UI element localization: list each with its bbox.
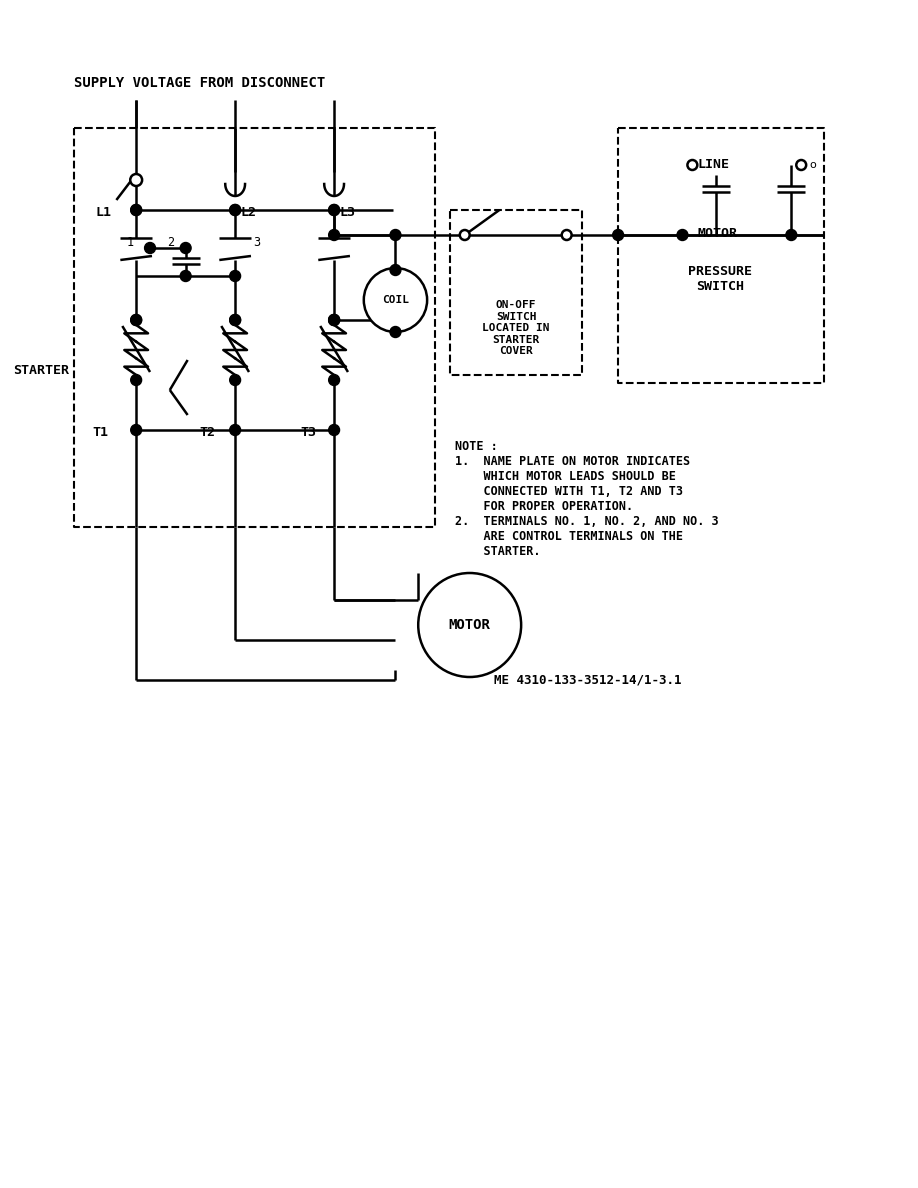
Circle shape [230, 424, 241, 436]
Circle shape [329, 229, 340, 240]
Circle shape [145, 242, 155, 253]
Text: PRESSURE
SWITCH: PRESSURE SWITCH [688, 265, 752, 293]
Circle shape [329, 424, 340, 436]
Text: ME 4310-133-3512-14/1-3.1: ME 4310-133-3512-14/1-3.1 [495, 674, 682, 687]
Circle shape [364, 268, 427, 331]
Circle shape [230, 315, 241, 326]
Text: ON-OFF
SWITCH
LOCATED IN
STARTER
COVER: ON-OFF SWITCH LOCATED IN STARTER COVER [483, 301, 550, 356]
Circle shape [786, 229, 797, 240]
Circle shape [460, 230, 470, 240]
Circle shape [130, 374, 141, 385]
Circle shape [180, 242, 191, 253]
Text: 3: 3 [253, 235, 261, 248]
Text: T3: T3 [300, 425, 317, 438]
Circle shape [130, 173, 142, 187]
Text: 2: 2 [167, 235, 174, 248]
Circle shape [230, 271, 241, 282]
Circle shape [230, 204, 241, 215]
Circle shape [390, 327, 401, 337]
Text: L3: L3 [339, 206, 355, 219]
Circle shape [390, 229, 401, 240]
Circle shape [230, 374, 241, 385]
Circle shape [130, 315, 141, 326]
Text: 1: 1 [127, 235, 134, 248]
Text: NOTE :
1.  NAME PLATE ON MOTOR INDICATES
    WHICH MOTOR LEADS SHOULD BE
    CON: NOTE : 1. NAME PLATE ON MOTOR INDICATES … [454, 440, 719, 558]
Circle shape [230, 204, 241, 215]
Text: T1: T1 [93, 425, 108, 438]
Circle shape [329, 315, 340, 326]
Text: o: o [809, 160, 816, 170]
Text: SUPPLY VOLTAGE FROM DISCONNECT: SUPPLY VOLTAGE FROM DISCONNECT [73, 76, 325, 90]
Circle shape [130, 315, 141, 326]
Circle shape [562, 230, 572, 240]
Circle shape [796, 160, 806, 170]
Text: STARTER: STARTER [13, 364, 69, 377]
Text: T2: T2 [199, 425, 216, 438]
Circle shape [329, 315, 340, 326]
Circle shape [688, 160, 698, 170]
Circle shape [329, 204, 340, 215]
Circle shape [130, 204, 141, 215]
Circle shape [390, 265, 401, 276]
Circle shape [180, 271, 191, 282]
Text: L1: L1 [95, 206, 111, 219]
Circle shape [612, 229, 623, 240]
Circle shape [419, 573, 521, 677]
Circle shape [130, 204, 141, 215]
Text: MOTOR: MOTOR [449, 618, 490, 632]
Text: LINE: LINE [698, 158, 729, 171]
Text: COIL: COIL [382, 295, 409, 305]
Circle shape [329, 315, 340, 326]
Text: MOTOR: MOTOR [698, 227, 737, 240]
Circle shape [130, 424, 141, 436]
Circle shape [677, 229, 688, 240]
Circle shape [230, 315, 241, 326]
Circle shape [329, 204, 340, 215]
Text: L2: L2 [241, 206, 256, 219]
Circle shape [329, 374, 340, 385]
